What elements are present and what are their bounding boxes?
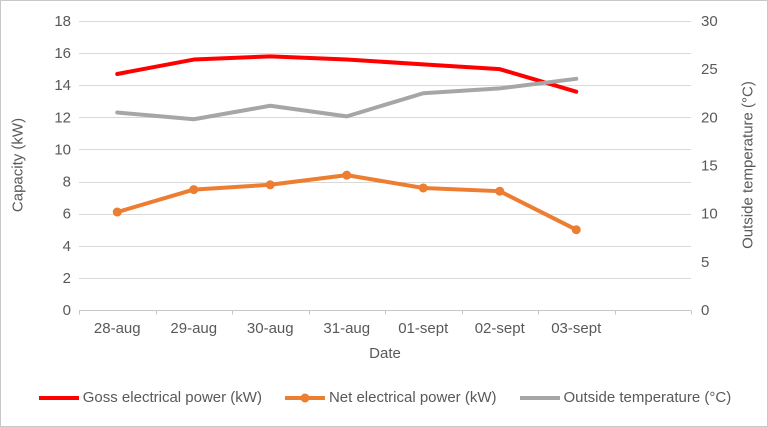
- series-line-0: [115, 54, 579, 94]
- legend-swatch-icon: [284, 393, 325, 402]
- left-axis-tick-label: 8: [63, 174, 71, 191]
- right-axis-tick-label: 20: [701, 109, 718, 126]
- x-axis-category-label: 31-aug: [323, 320, 370, 337]
- left-axis-tick-label: 0: [63, 302, 71, 319]
- right-axis-tick-label: 5: [701, 254, 709, 271]
- right-axis-tick-label: 30: [701, 13, 718, 30]
- x-axis-category-label: 03-sept: [551, 320, 602, 337]
- series-marker-1: [112, 207, 122, 217]
- legend-swatch-icon: [519, 395, 560, 400]
- series-marker-1: [265, 180, 275, 190]
- legend-item-0: Goss electrical power (kW): [38, 389, 262, 406]
- series-line-1: [115, 173, 579, 232]
- x-axis-category-label: 30-aug: [247, 320, 294, 337]
- left-axis-tick-label: 2: [63, 270, 71, 287]
- series-marker-1: [495, 186, 505, 196]
- legend-item-1: Net electrical power (kW): [284, 389, 497, 406]
- right-axis-tick-label: 0: [701, 302, 709, 319]
- series-line-2: [115, 76, 579, 122]
- x-axis-category-label: 29-aug: [170, 320, 217, 337]
- left-axis-tick-label: 16: [54, 45, 71, 62]
- left-axis-tick-label: 4: [63, 238, 71, 255]
- right-axis-tick-label: 15: [701, 158, 718, 175]
- legend-item-2: Outside temperature (°C): [519, 389, 732, 406]
- series-marker-1: [189, 185, 199, 195]
- legend-swatch-icon: [38, 395, 79, 400]
- series-marker-1: [342, 170, 352, 180]
- legend-label: Outside temperature (°C): [563, 389, 732, 406]
- left-axis-tick-label: 12: [54, 109, 71, 126]
- legend-label: Goss electrical power (kW): [82, 389, 262, 406]
- left-axis-tick-label: 10: [54, 141, 71, 158]
- legend: Goss electrical power (kW) Net electrical…: [1, 389, 767, 406]
- x-axis-category-label: 02-sept: [475, 320, 526, 337]
- x-axis-category-label: 01-sept: [398, 320, 449, 337]
- left-axis-tick-label: 6: [63, 206, 71, 223]
- left-axis-title: Capacity (kW): [9, 117, 27, 213]
- x-axis-title: Date: [369, 345, 401, 362]
- right-axis-tick-label: 25: [701, 61, 718, 78]
- legend-label: Net electrical power (kW): [328, 389, 497, 406]
- right-axis-tick-label: 10: [701, 206, 718, 223]
- right-axis-title: Outside temperature (°C): [739, 81, 757, 249]
- left-axis-tick-label: 18: [54, 13, 71, 30]
- series-marker-1: [418, 183, 428, 193]
- left-axis-tick-label: 14: [54, 77, 71, 94]
- series-marker-1: [571, 225, 581, 235]
- x-axis-category-label: 28-aug: [94, 320, 141, 337]
